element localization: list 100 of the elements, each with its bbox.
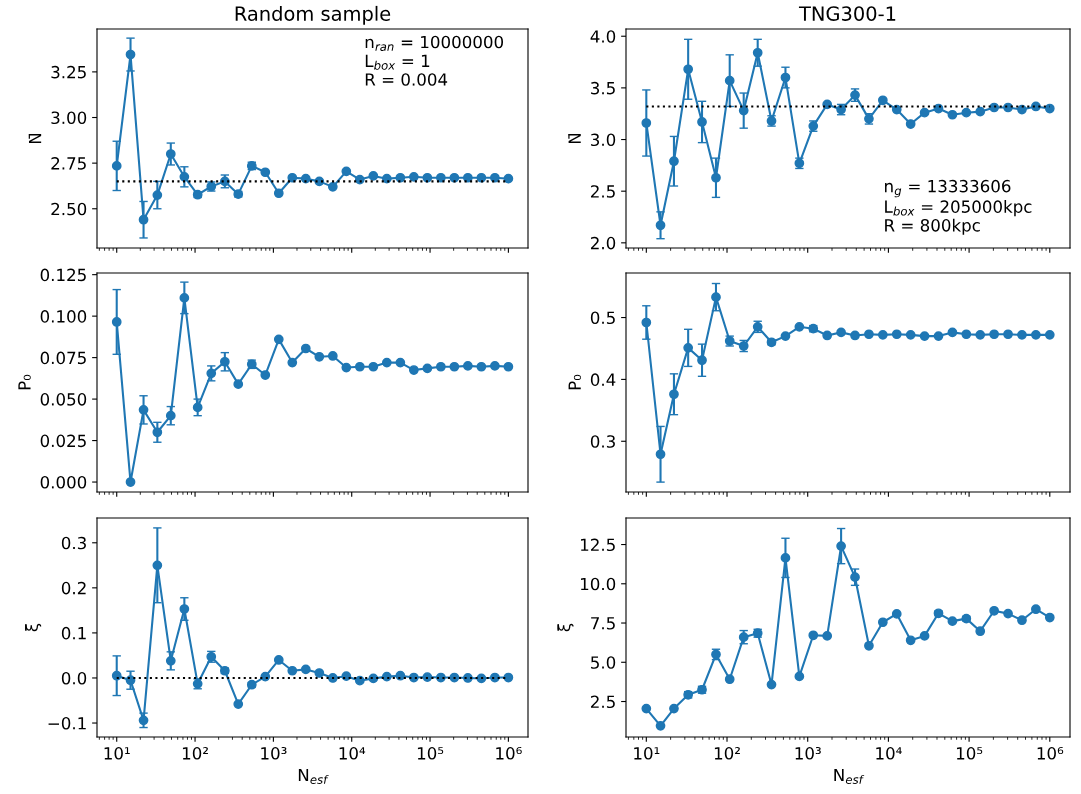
- point: [919, 331, 930, 341]
- y-tick-label: 2.5: [590, 695, 615, 709]
- point: [683, 64, 694, 75]
- x-tick-label: 10⁵: [417, 747, 444, 760]
- point: [368, 361, 379, 372]
- point: [327, 182, 338, 192]
- point: [503, 173, 514, 184]
- chart-title: TNG300-1: [798, 6, 896, 21]
- y-tick-label: 3.5: [591, 81, 615, 95]
- point: [822, 330, 833, 341]
- point: [490, 172, 500, 183]
- y-tick-label: 0.3: [590, 435, 615, 448]
- y-tick-label: 3.25: [51, 65, 86, 79]
- point: [850, 330, 860, 341]
- point: [877, 95, 888, 106]
- y-tick-label: 12.5: [581, 538, 615, 552]
- point: [877, 330, 888, 340]
- point: [794, 671, 805, 682]
- point: [165, 410, 176, 421]
- x-tick-label: 10³: [795, 747, 821, 760]
- point: [697, 355, 707, 366]
- point: [111, 317, 122, 327]
- y-axis-title: P₀: [18, 374, 31, 390]
- point: [850, 572, 860, 583]
- point: [1044, 330, 1055, 340]
- point: [808, 630, 819, 641]
- point: [179, 171, 190, 182]
- point: [780, 553, 791, 563]
- y-tick-label: 0.2: [61, 581, 86, 595]
- point: [206, 368, 217, 379]
- point: [111, 161, 122, 171]
- point: [933, 331, 944, 341]
- point: [780, 331, 791, 341]
- point: [179, 293, 190, 303]
- point: [327, 351, 338, 361]
- annotation: n$_{g}$ = 13333606: [885, 179, 1011, 198]
- point: [422, 363, 433, 374]
- point: [738, 105, 749, 116]
- point: [368, 171, 379, 181]
- point: [219, 356, 230, 367]
- point: [341, 362, 352, 373]
- point: [752, 47, 763, 58]
- point: [152, 560, 163, 571]
- point: [891, 329, 902, 340]
- annotation: L$_{box}$ = 1: [365, 54, 430, 70]
- point: [794, 321, 805, 332]
- point: [287, 357, 298, 368]
- x-tick-label: 10¹: [104, 747, 130, 760]
- y-tick-label: 0.3: [61, 536, 86, 550]
- point: [327, 673, 338, 683]
- point: [947, 327, 958, 338]
- point: [780, 72, 791, 83]
- x-tick-label: 10⁴: [876, 747, 902, 760]
- point: [961, 107, 972, 118]
- y-tick-label: 10.0: [581, 577, 616, 591]
- annotation: R = 0.004: [365, 73, 448, 86]
- annotation: L$_{box}$ = 205000kpc: [885, 200, 1032, 217]
- point: [395, 670, 406, 681]
- point: [165, 655, 176, 666]
- point: [1031, 330, 1041, 340]
- point: [287, 665, 298, 676]
- point: [125, 477, 136, 487]
- point: [152, 190, 163, 200]
- point: [864, 329, 874, 340]
- point: [711, 292, 721, 302]
- point: [947, 109, 958, 120]
- point: [152, 427, 163, 438]
- point: [354, 361, 365, 372]
- y-tick-label: 5.0: [591, 656, 616, 669]
- point: [655, 449, 666, 460]
- y-tick-label: −0.1: [48, 716, 86, 730]
- point: [260, 370, 271, 380]
- point: [287, 172, 298, 183]
- point: [975, 626, 986, 637]
- y-axis-title: ξ̄: [557, 623, 574, 632]
- y-tick-label: 0.4: [590, 373, 616, 386]
- point: [273, 655, 284, 665]
- point: [989, 329, 1000, 340]
- point: [273, 188, 284, 199]
- point: [341, 166, 352, 177]
- point: [1003, 329, 1013, 340]
- x-tick-label: 10¹: [634, 747, 660, 760]
- point: [1017, 330, 1027, 340]
- point: [864, 640, 874, 651]
- y-tick-label: 0.5: [590, 311, 615, 325]
- y-tick-label: 0.025: [40, 434, 86, 448]
- y-axis-title: P₀: [568, 374, 581, 390]
- y-tick-label: 0.075: [40, 351, 86, 365]
- y-tick-label: 0.100: [40, 310, 87, 323]
- x-tick-label: 10⁶: [1037, 747, 1064, 760]
- point: [354, 675, 365, 686]
- x-axis-title: N$_{esf}$: [298, 768, 329, 784]
- point: [711, 172, 721, 183]
- point: [314, 668, 325, 678]
- point: [905, 635, 916, 646]
- point: [905, 330, 916, 340]
- point: [641, 118, 652, 128]
- point: [408, 171, 419, 182]
- point: [655, 220, 666, 231]
- point: [947, 616, 958, 627]
